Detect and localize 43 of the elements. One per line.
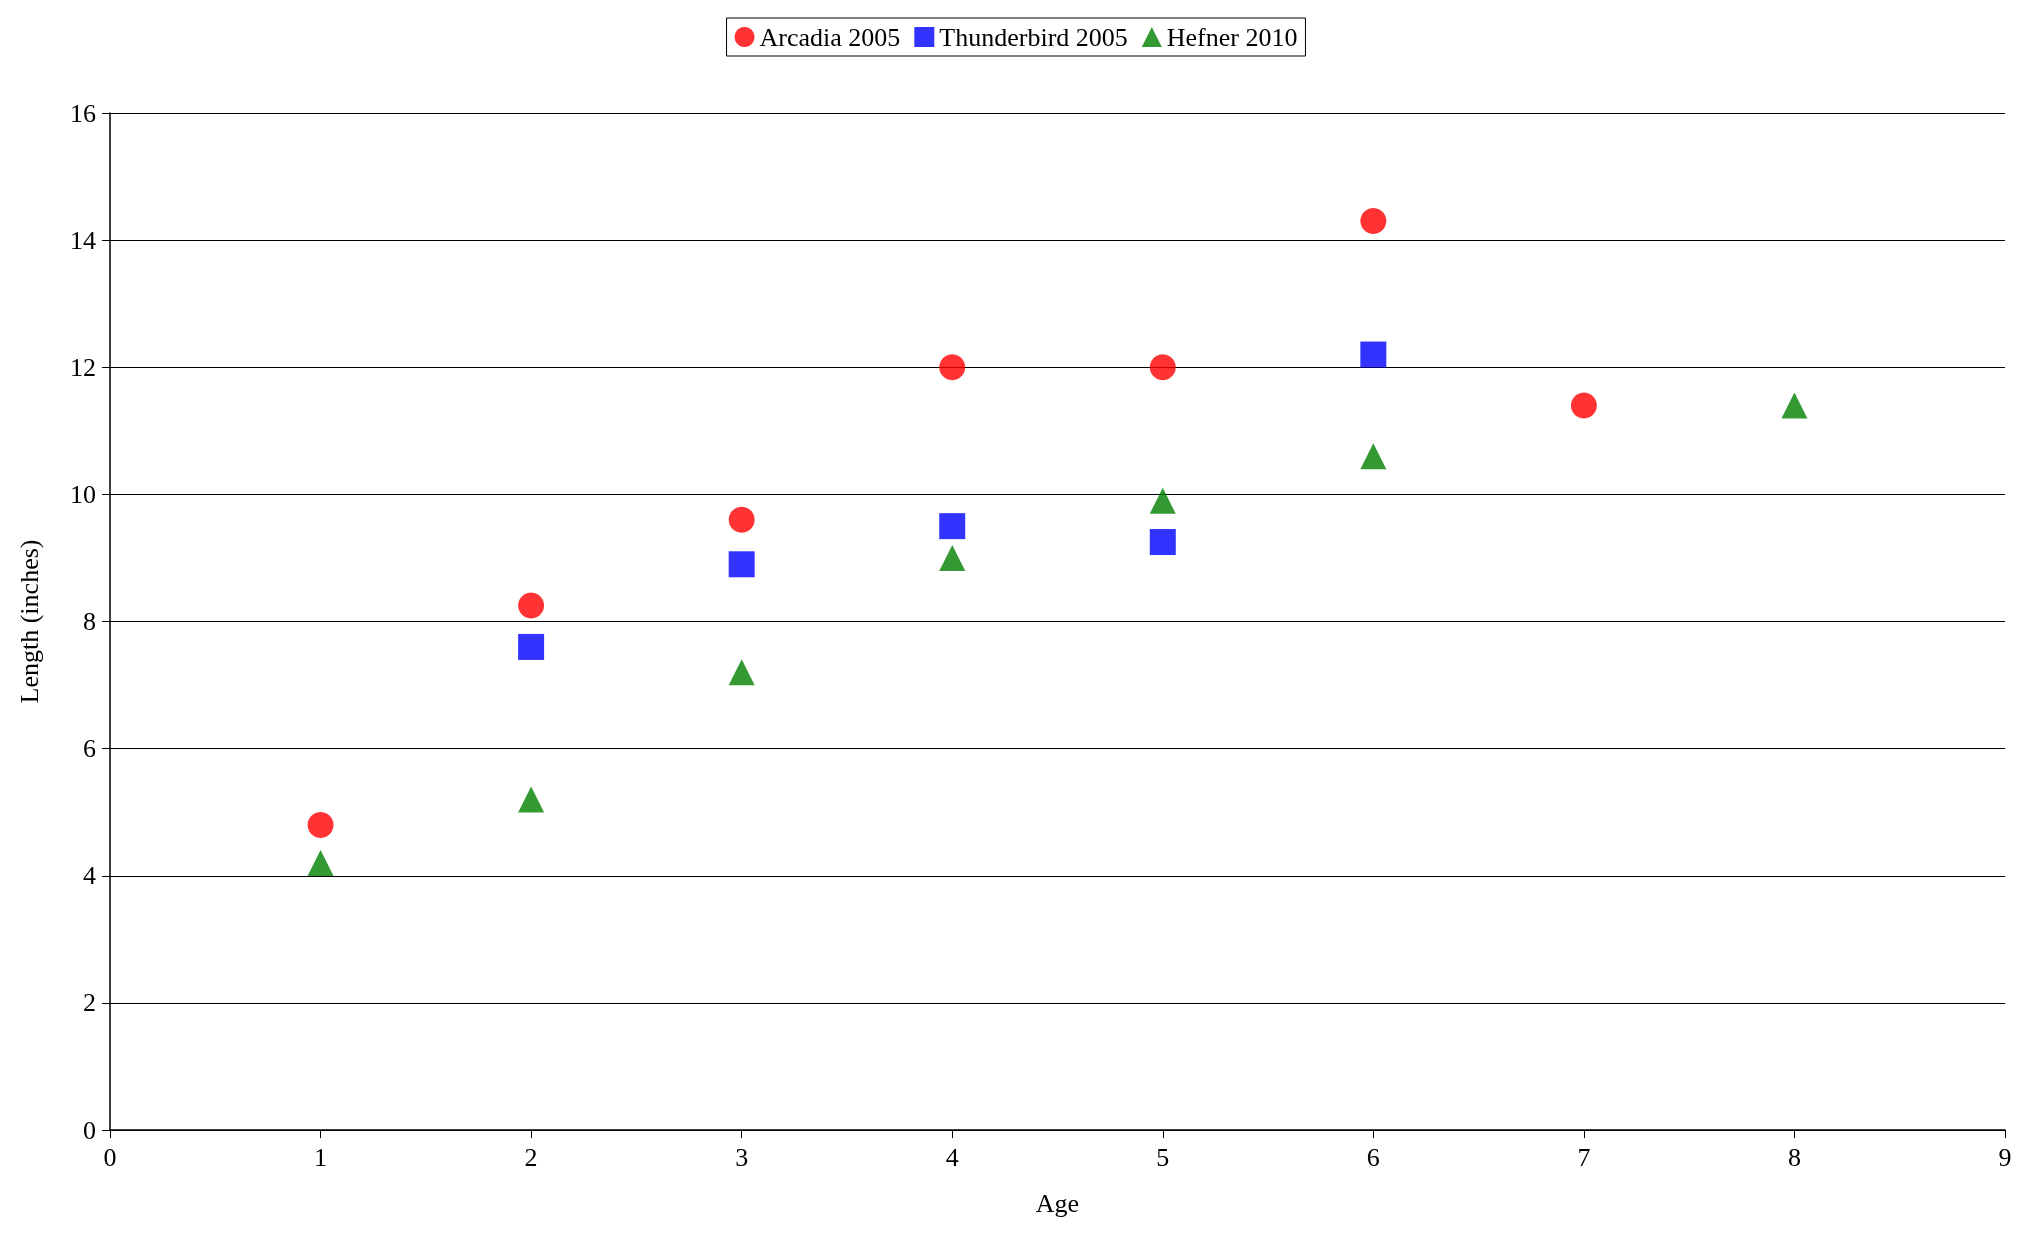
x-tick-label: 7 (1577, 1142, 1591, 1172)
point (939, 513, 966, 540)
y-tick-label: 16 (70, 98, 96, 128)
y-tick-label: 4 (83, 861, 96, 891)
x-tick-label: 5 (1156, 1142, 1170, 1172)
point (1360, 208, 1387, 235)
point (939, 354, 966, 381)
point (1360, 443, 1387, 470)
y-tick-label: 8 (83, 607, 96, 636)
point (1149, 487, 1176, 514)
point (728, 506, 755, 533)
point (1360, 341, 1387, 368)
point (1149, 354, 1176, 381)
point (1570, 392, 1597, 419)
point (307, 811, 334, 838)
x-axis-title: Age (1035, 1188, 1080, 1218)
y-tick-label: 12 (70, 352, 96, 382)
x-tick-label: 0 (103, 1142, 117, 1172)
point (1781, 392, 1808, 419)
legend-label: Hefner 2010 (1166, 22, 1298, 52)
y-tick-label: 10 (70, 479, 96, 509)
x-tick-label: 8 (1787, 1142, 1801, 1172)
y-axis-title: Length (inches) (14, 539, 44, 704)
y-tick-label: 6 (83, 734, 96, 764)
y-tick-label: 14 (70, 225, 96, 255)
point (1149, 529, 1176, 556)
x-tick-label: 9 (1998, 1142, 2012, 1172)
point (518, 592, 545, 619)
x-tick-label: 2 (524, 1142, 538, 1172)
x-tick-label: 3 (735, 1142, 749, 1172)
legend-label: Arcadia 2005 (759, 22, 901, 52)
point (939, 544, 966, 571)
point (728, 659, 755, 686)
legend-label: Thunderbird 2005 (939, 22, 1128, 52)
y-tick-label: 0 (83, 1115, 96, 1145)
x-tick-label: 4 (945, 1142, 959, 1172)
point (518, 786, 545, 813)
y-tick-label: 2 (83, 988, 96, 1018)
point (728, 551, 755, 578)
point (307, 850, 334, 877)
x-tick-label: 1 (314, 1142, 328, 1172)
x-tick-label: 6 (1366, 1142, 1380, 1172)
point (518, 633, 545, 660)
